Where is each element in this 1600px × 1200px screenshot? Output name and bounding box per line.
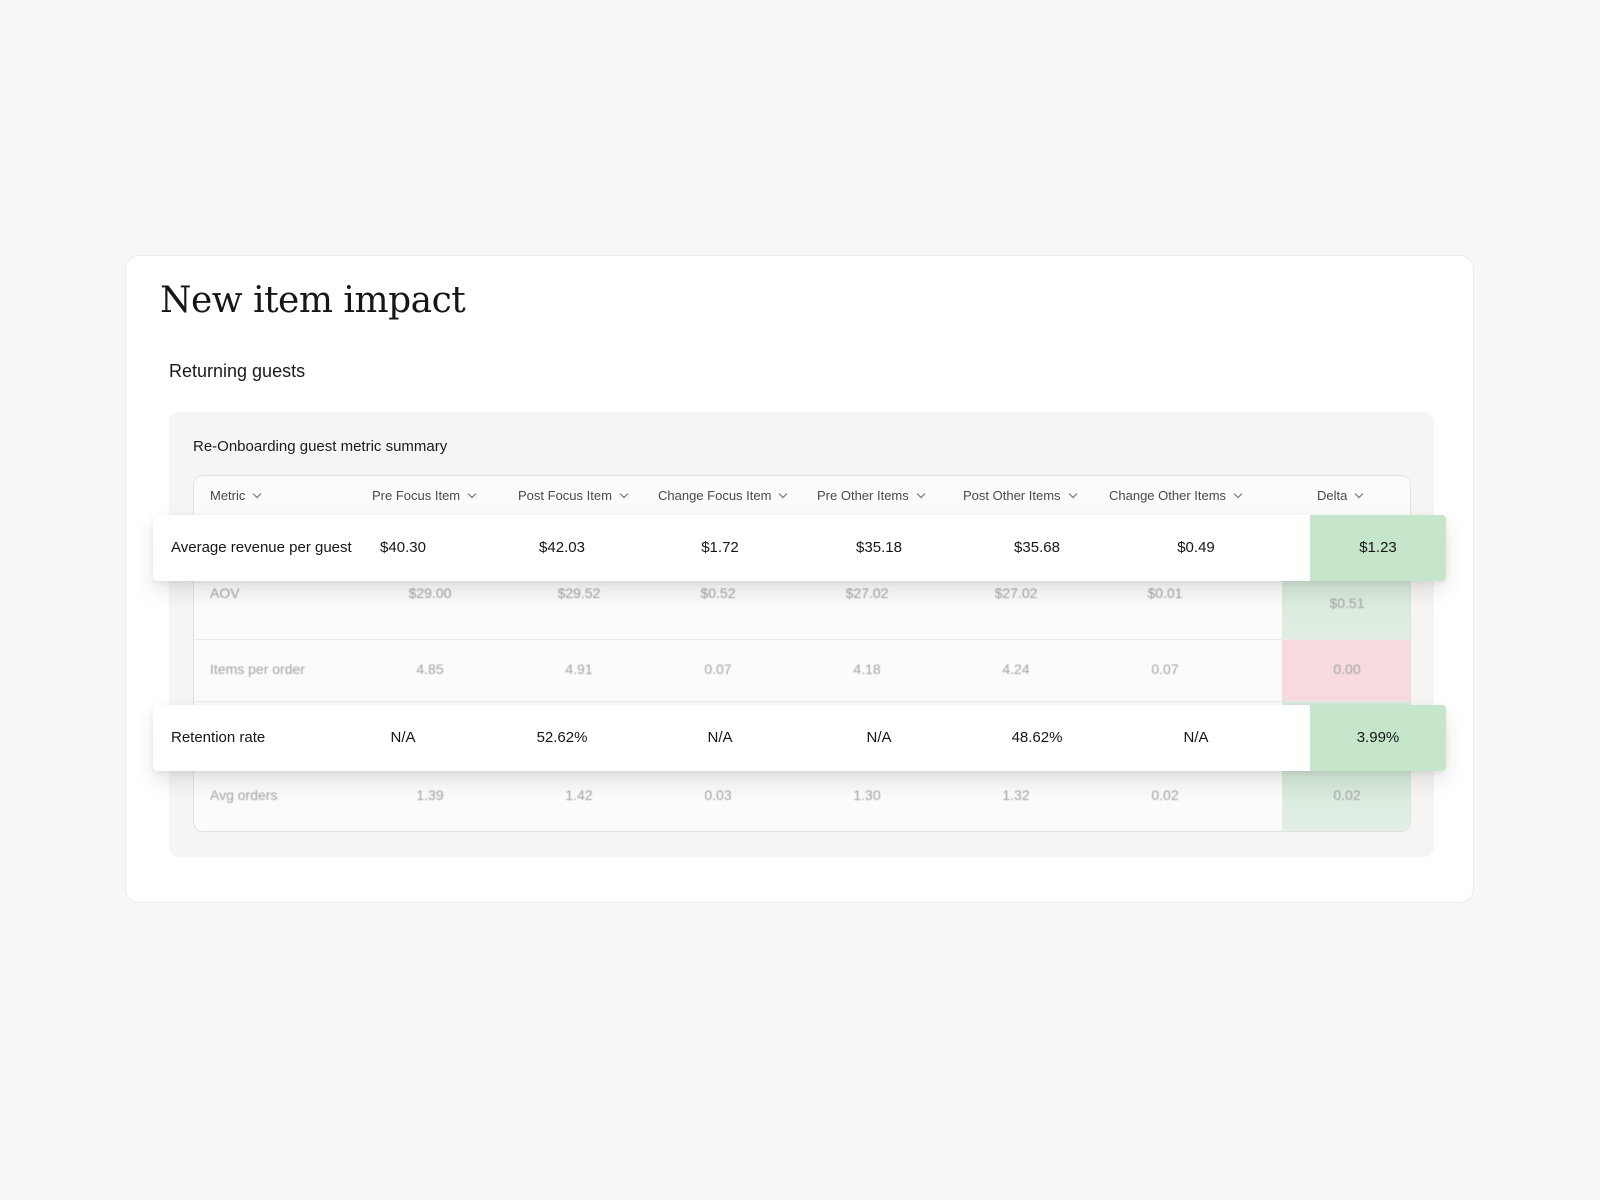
change-focus-value: 0.07 <box>704 661 732 677</box>
change-other-value: N/A <box>1183 729 1209 746</box>
delta-value: 0.02 <box>1333 787 1361 803</box>
column-header-label: Change Focus Item <box>658 488 772 503</box>
chevron-down-icon <box>1355 489 1364 499</box>
pre-focus-value: 4.85 <box>416 661 444 677</box>
pre-other-value: 1.30 <box>853 787 881 803</box>
column-header-delta[interactable]: Delta <box>1317 476 1364 516</box>
delta-bg-row-2 <box>1282 571 1410 639</box>
pre-other-value: $35.18 <box>856 539 902 556</box>
pre-other-value: 4.18 <box>853 661 881 677</box>
column-header-pre-other-items[interactable]: Pre Other Items <box>817 476 925 516</box>
table-row-avg-orders: Avg orders 1.39 1.42 0.03 1.30 1.32 0.02… <box>194 769 1410 831</box>
column-header-label: Pre Other Items <box>817 488 909 503</box>
change-focus-value: $0.52 <box>700 585 736 601</box>
pre-focus-value: 1.39 <box>416 787 444 803</box>
delta-value: $0.51 <box>1329 595 1365 611</box>
post-focus-value: 1.42 <box>565 787 593 803</box>
pre-focus-value: $29.00 <box>408 585 452 601</box>
column-header-post-other-items[interactable]: Post Other Items <box>963 476 1077 516</box>
table-row-items-per-order: Items per order 4.85 4.91 0.07 4.18 4.24… <box>194 639 1410 702</box>
column-header-change-focus-item[interactable]: Change Focus Item <box>658 476 788 516</box>
chevron-down-icon <box>467 489 477 499</box>
delta-value-positive: $1.23 <box>1310 515 1446 581</box>
chevron-down-icon <box>1233 489 1243 499</box>
metric-name: Retention rate <box>171 729 266 746</box>
metric-name: Average revenue per guest <box>171 539 352 556</box>
column-header-label: Post Other Items <box>963 488 1061 503</box>
metric-summary-panel: Re-Onboarding guest metric summary Metri… <box>169 412 1434 857</box>
change-other-value: $0.01 <box>1147 585 1183 601</box>
metric-name: AOV <box>210 585 240 601</box>
change-other-value: 0.07 <box>1151 661 1179 677</box>
change-focus-value: 0.03 <box>704 787 732 803</box>
pre-focus-value: $40.30 <box>380 539 426 556</box>
chevron-down-icon <box>779 489 788 499</box>
column-header-pre-focus-item[interactable]: Pre Focus Item <box>372 476 477 516</box>
table-row-aov: AOV $29.00 $29.52 $0.52 $27.02 $27.02 $0… <box>194 571 1410 640</box>
highlighted-row-retention-rate[interactable]: Retention rate N/A 52.62% N/A N/A 48.62%… <box>153 705 1446 771</box>
pre-focus-value: N/A <box>390 729 416 746</box>
post-focus-value: 52.62% <box>536 729 588 746</box>
page-title: New item impact <box>160 280 466 321</box>
section-title: Returning guests <box>169 361 306 381</box>
post-other-value: $27.02 <box>994 585 1038 601</box>
column-header-change-other-items[interactable]: Change Other Items <box>1109 476 1243 516</box>
metric-name: Items per order <box>210 661 305 677</box>
chevron-down-icon <box>916 489 925 499</box>
column-header-label: Metric <box>210 488 246 503</box>
delta-value: 0.00 <box>1333 661 1361 677</box>
column-header-label: Change Other Items <box>1109 488 1227 503</box>
panel-title: Re-Onboarding guest metric summary <box>193 438 448 455</box>
column-header-metric[interactable]: Metric <box>210 476 262 516</box>
change-focus-value: N/A <box>707 729 733 746</box>
table-header: Metric Pre Focus Item Post Focus Item Ch… <box>194 476 1410 516</box>
column-header-post-focus-item[interactable]: Post Focus Item <box>518 476 629 516</box>
pre-other-value: N/A <box>866 729 892 746</box>
delta-value-positive: 3.99% <box>1310 705 1446 771</box>
pre-other-value: $27.02 <box>845 585 889 601</box>
metric-name: Avg orders <box>210 787 278 803</box>
delta-bg-row-5 <box>1282 769 1410 831</box>
change-other-value: $0.49 <box>1177 539 1215 556</box>
column-header-label: Pre Focus Item <box>372 488 461 503</box>
post-other-value: 48.62% <box>1011 729 1063 746</box>
chevron-down-icon <box>253 489 262 499</box>
post-other-value: 1.32 <box>1002 787 1030 803</box>
chevron-down-icon <box>619 489 629 499</box>
column-header-label: Delta <box>1317 488 1348 503</box>
column-header-label: Post Focus Item <box>518 488 612 503</box>
post-focus-value: $29.52 <box>557 585 601 601</box>
change-other-value: 0.02 <box>1151 787 1179 803</box>
post-other-value: $35.68 <box>1014 539 1060 556</box>
post-focus-value: 4.91 <box>565 661 593 677</box>
chevron-down-icon <box>1068 489 1077 499</box>
post-focus-value: $42.03 <box>539 539 585 556</box>
delta-bg-row-3 <box>1282 639 1410 701</box>
change-focus-value: $1.72 <box>701 539 739 556</box>
highlighted-row-average-revenue-per-guest[interactable]: Average revenue per guest $40.30 $42.03 … <box>153 515 1446 581</box>
post-other-value: 4.24 <box>1002 661 1030 677</box>
